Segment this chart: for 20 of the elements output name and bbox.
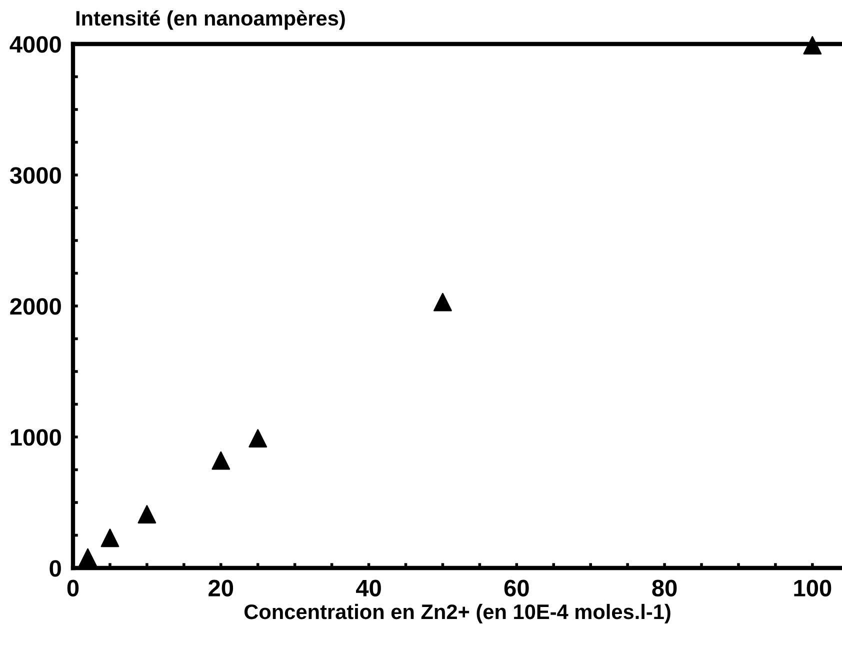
y-tick-label: 0 [50,560,61,577]
point [248,429,268,448]
x-tick-label: 20 [208,580,234,596]
y-tick-label: 3000 [10,167,61,184]
point [212,451,230,470]
point [803,36,822,55]
x-tick-label: 40 [356,580,381,596]
point [434,292,452,312]
y-tick-label: 2000 [10,298,61,315]
x-tick-label: 100 [794,580,832,596]
y-tick-label: 4000 [10,36,61,53]
x-tick-label: 60 [504,580,529,596]
point [100,528,120,548]
x-tick-label: 80 [652,580,677,596]
y-axis-title: Intensité (en nanoampères) [76,10,345,30]
y-tick-label: 1000 [10,429,61,446]
point [138,505,156,524]
x-tick-label: 0 [67,580,79,596]
point [78,548,97,567]
x-axis-title: Concentration en Zn2+ (en 10E-4 moles.l-1) [244,604,670,624]
